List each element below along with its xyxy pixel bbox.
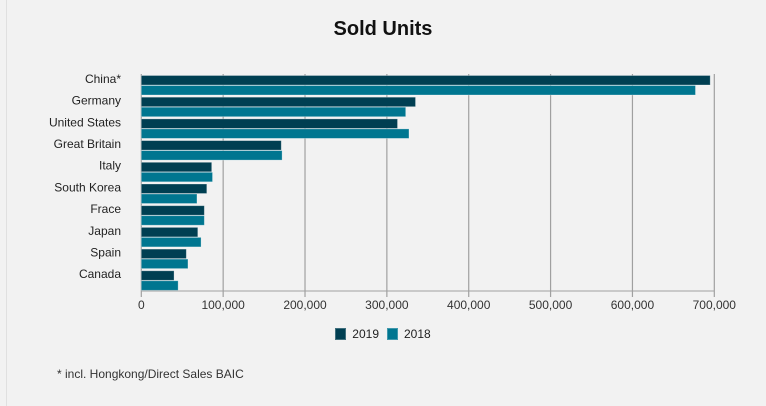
bar-2019: [140, 226, 199, 238]
bar-2018: [140, 236, 202, 248]
legend-item-2018[interactable]: 2018: [387, 327, 431, 341]
chart-title: Sold Units: [333, 18, 433, 40]
x-tick-label: 600,000: [611, 298, 655, 312]
legend-swatch-2019: [335, 328, 347, 340]
bar-2018: [140, 106, 407, 118]
legend-item-2019[interactable]: 2019: [335, 327, 379, 341]
bar-2019: [140, 118, 398, 129]
category-label: Canada: [79, 267, 121, 281]
bar-2019: [140, 75, 711, 86]
bar-2018: [140, 150, 283, 161]
legend-label-2019: 2019: [352, 327, 379, 341]
category-label: South Korea: [54, 180, 121, 194]
category-label: Germany: [72, 94, 121, 108]
x-tick-label: 400,000: [447, 298, 491, 312]
category-label: Spain: [90, 245, 121, 259]
category-label: China*: [85, 72, 121, 86]
category-label: Frace: [90, 202, 121, 216]
bar-2018: [140, 128, 410, 139]
bar-2019: [140, 270, 175, 281]
category-label: Great Britain: [54, 137, 121, 151]
x-tick-label: 200,000: [283, 298, 327, 312]
bar-2018: [140, 85, 696, 96]
bar-2018: [140, 258, 189, 270]
category-label: United States: [49, 115, 121, 129]
bar-2018: [140, 215, 205, 226]
legend: 2019 2018: [0, 327, 766, 341]
bar-2019: [140, 248, 187, 260]
legend-swatch-2018: [387, 328, 398, 340]
x-tick-label: 0: [138, 298, 145, 312]
bar-2018: [140, 193, 198, 204]
x-tick-label: 300,000: [365, 298, 409, 312]
bar-2019: [140, 140, 282, 151]
chart-frame: [6, 0, 766, 406]
x-tick-label: 100,000: [201, 298, 245, 312]
legend-label-2018: 2018: [404, 327, 431, 341]
x-tick-label: 700,000: [693, 298, 737, 312]
category-label: Japan: [88, 224, 121, 238]
footnote: * incl. Hongkong/Direct Sales BAIC: [57, 367, 244, 381]
category-label: Italy: [99, 159, 121, 173]
bar-2019: [140, 96, 416, 108]
x-tick-label: 500,000: [529, 298, 573, 312]
bar-2019: [140, 183, 208, 194]
bar-2018: [140, 280, 179, 291]
bar-2019: [140, 161, 213, 173]
bar-2018: [140, 171, 213, 183]
bar-2019: [140, 205, 205, 216]
